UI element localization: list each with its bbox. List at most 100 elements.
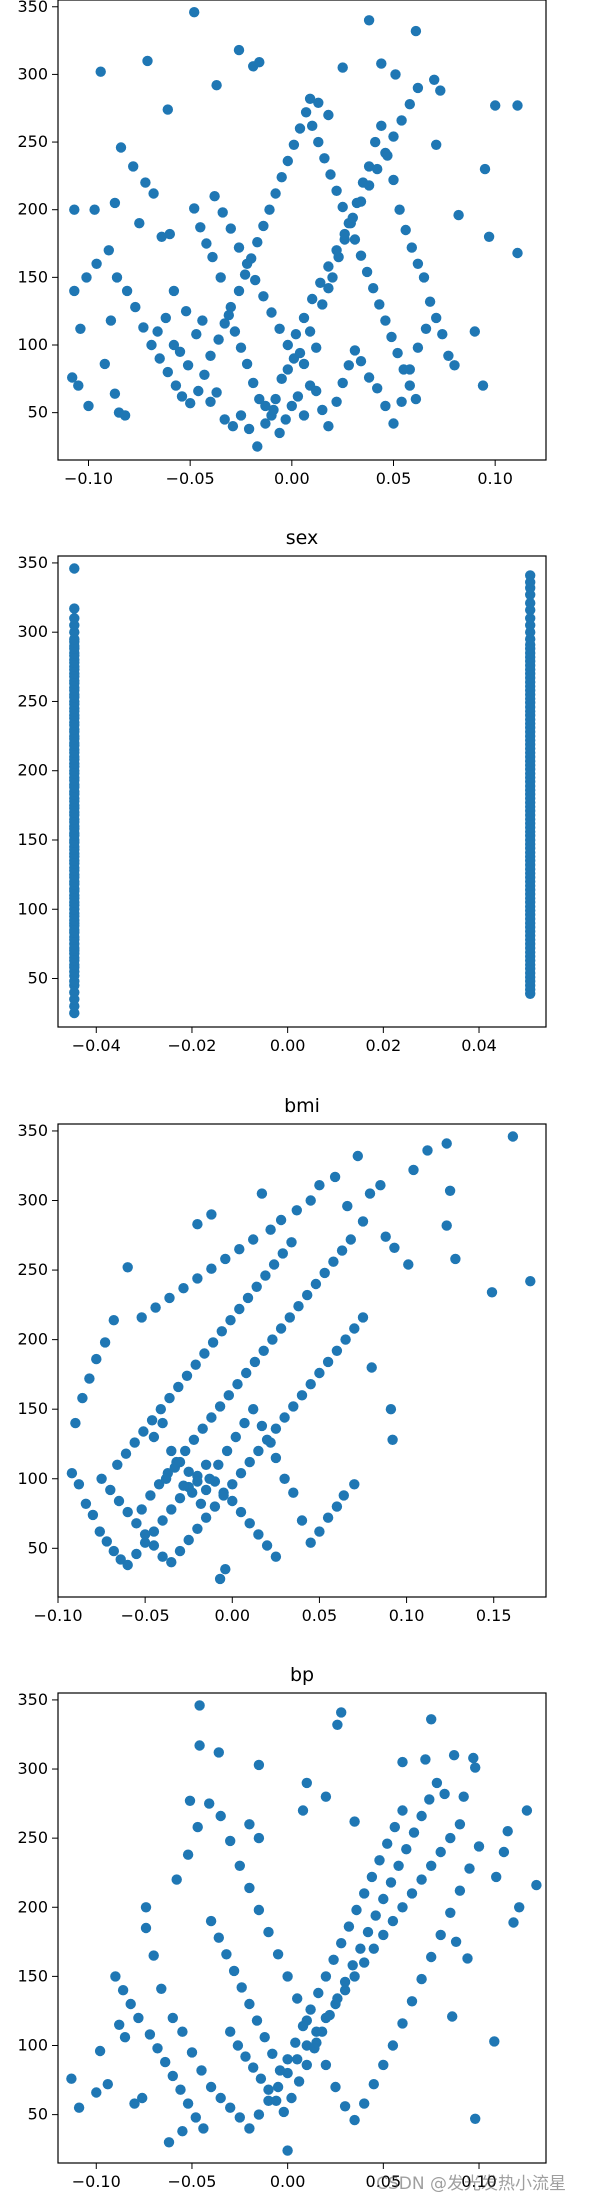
data-point — [233, 44, 245, 56]
data-point — [188, 1434, 200, 1446]
data-point — [279, 1412, 290, 1423]
y-tick-label: 350 — [17, 0, 48, 16]
data-point — [168, 285, 180, 297]
data-point — [420, 323, 432, 334]
data-point — [261, 1540, 273, 1551]
data-point — [122, 1262, 133, 1273]
data-point — [512, 247, 523, 259]
data-point — [329, 1171, 341, 1183]
data-point — [232, 1379, 243, 1390]
x-tick-label: 0.00 — [270, 2172, 306, 2191]
data-point — [102, 2079, 114, 2090]
data-point — [152, 326, 163, 337]
data-point — [313, 97, 324, 109]
data-point — [164, 1292, 175, 1304]
data-point — [252, 441, 263, 452]
data-point — [374, 299, 385, 310]
data-point — [293, 2076, 305, 2087]
data-point — [244, 1998, 255, 2010]
data-point — [357, 1312, 369, 1323]
data-point — [186, 2047, 198, 2058]
data-point — [175, 2084, 186, 2095]
y-tick-label: 300 — [17, 1191, 48, 1210]
data-point — [410, 25, 422, 37]
data-point — [120, 1448, 132, 1459]
data-point — [368, 2079, 379, 2090]
data-point — [338, 1490, 349, 1501]
data-point — [91, 258, 102, 269]
data-point — [349, 1323, 360, 1334]
data-point — [192, 1219, 203, 1230]
data-point — [363, 372, 375, 383]
data-point — [255, 2073, 267, 2084]
data-point — [347, 212, 358, 223]
data-point — [115, 142, 127, 153]
data-point — [241, 358, 253, 370]
data-point — [454, 1819, 466, 1830]
data-point — [183, 1466, 194, 1478]
data-point — [282, 364, 293, 375]
data-point — [382, 1838, 393, 1849]
data-point — [136, 1312, 147, 1323]
data-point — [239, 269, 251, 280]
data-point — [91, 2087, 102, 2098]
data-point — [317, 299, 328, 310]
data-point — [298, 312, 310, 324]
data-point — [225, 1315, 236, 1326]
data-point — [462, 1953, 473, 1964]
data-point — [113, 1495, 125, 1507]
data-point — [101, 1536, 113, 1547]
data-point — [177, 2026, 188, 2037]
data-point — [268, 404, 279, 416]
data-point — [342, 1200, 353, 1212]
data-point — [240, 2051, 251, 2062]
data-point — [70, 1417, 81, 1429]
data-point — [99, 1337, 111, 1348]
data-point — [157, 1551, 168, 1562]
plot-frame — [57, 0, 547, 461]
data-point — [276, 373, 287, 384]
data-point — [378, 1893, 389, 1905]
data-point — [241, 1367, 252, 1379]
data-point — [219, 414, 230, 425]
data-point — [256, 1420, 268, 1432]
data-point — [164, 1392, 175, 1404]
x-tick-label: 0.10 — [461, 2172, 497, 2191]
data-point — [450, 1936, 462, 1948]
data-point — [293, 1301, 304, 1312]
data-point — [361, 266, 373, 278]
data-point — [252, 237, 263, 248]
data-point — [332, 1993, 343, 2004]
data-point — [291, 1205, 302, 1216]
data-point — [234, 1244, 245, 1255]
data-point — [294, 347, 306, 359]
data-point — [94, 1526, 106, 1537]
data-point — [319, 153, 330, 164]
data-point — [220, 1564, 231, 1575]
data-point — [389, 1242, 400, 1254]
data-point — [307, 120, 318, 131]
data-point — [525, 597, 536, 609]
data-point — [385, 1404, 397, 1415]
data-point — [355, 356, 367, 367]
data-point — [307, 293, 318, 305]
y-tick-label: 300 — [17, 64, 48, 83]
data-point — [470, 2113, 481, 2124]
data-point — [215, 272, 226, 283]
data-point — [370, 136, 381, 148]
data-point — [128, 161, 139, 172]
data-point — [444, 1185, 456, 1197]
data-point — [431, 1777, 443, 1789]
data-point — [325, 169, 336, 180]
data-point — [234, 1860, 245, 1872]
data-point — [215, 2092, 226, 2104]
data-point — [380, 400, 391, 412]
data-point — [435, 85, 446, 96]
data-point — [190, 2112, 201, 2123]
data-point — [336, 1245, 348, 1256]
data-point — [380, 147, 391, 159]
data-point — [215, 1810, 226, 1822]
data-point — [490, 100, 501, 111]
data-point — [209, 191, 220, 202]
data-point — [302, 1289, 313, 1301]
